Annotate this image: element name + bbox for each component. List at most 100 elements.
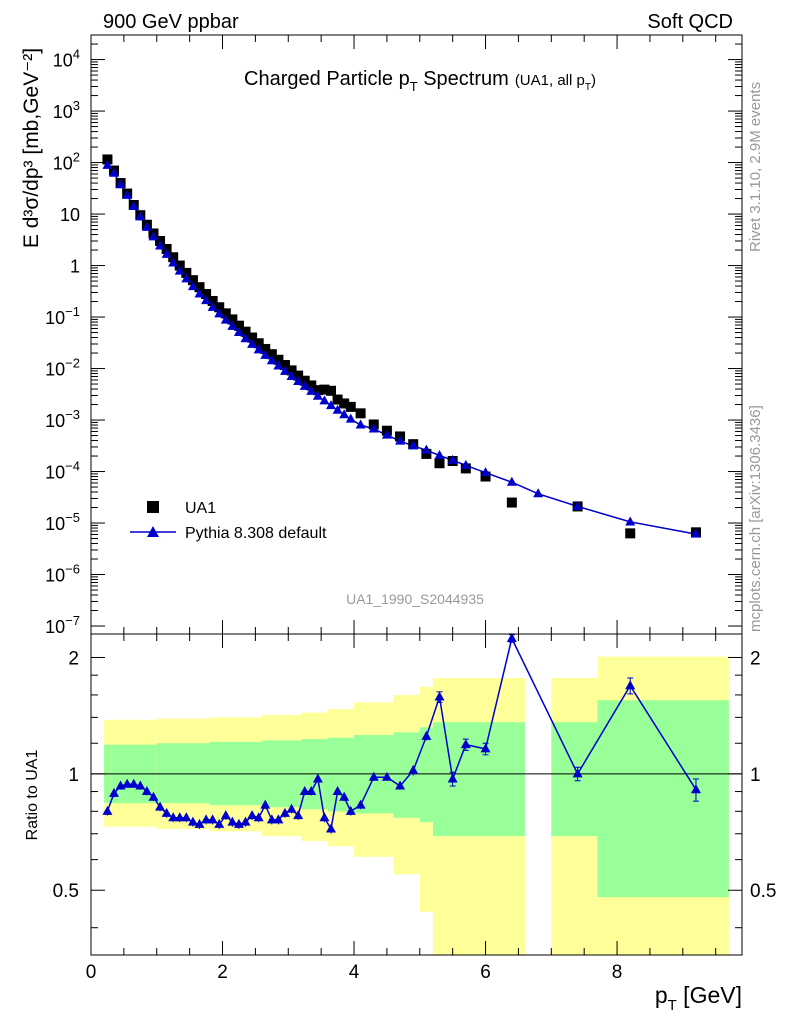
ratio-point [395,780,406,790]
x-tick-label: 8 [612,962,623,983]
ratio-point [168,812,179,822]
legend-marker-pythia [147,526,159,537]
ratio-point [480,743,491,753]
ratio-point [122,778,133,788]
ratio-point [207,814,218,824]
ratio-y-tick-label-right: 0.5 [750,881,776,902]
ratio-point [240,816,251,826]
ua1-data-point [220,308,231,319]
pythia-point [233,327,244,337]
pythia-point [312,390,323,400]
ratio-point [286,803,297,813]
ratio-point [319,812,330,822]
ua1-data-point [312,385,323,396]
pythia-point [345,413,356,423]
ratio-band-stat [419,727,433,823]
ua1-data-point [279,360,290,371]
ratio-point [460,739,471,749]
ratio-point [332,786,343,796]
ratio-point [434,691,445,701]
main-panel: Charged Particle pT Spectrum (UA1, all pT… [20,34,743,637]
ua1-data-point [214,302,225,313]
pythia-point [395,435,406,445]
ratio-point [187,816,198,826]
pythia-point [408,440,419,450]
pythia-point [187,281,198,291]
pythia-point [155,240,166,250]
ua1-data-point [227,314,238,325]
ratio-point [326,823,337,833]
ratio-point [253,812,264,822]
ratio-marks-layer [102,632,701,834]
ua1-data-point [355,408,366,419]
ua1-data-point [506,497,517,508]
ua1-data-point [181,267,192,278]
ua1-data-point [102,154,113,165]
pythia-point [227,320,238,330]
ratio-point [148,791,159,801]
pythia-point [174,265,185,275]
pythia-point [220,314,231,324]
main-y-tick-label: 10−4 [45,459,80,483]
ua1-data-point [194,282,205,293]
pythia-point [122,189,133,199]
ua1-data-point [480,471,491,482]
ua1-data-point [260,343,271,354]
ratio-point [339,791,350,801]
pythia-point [286,371,297,381]
main-y-tick-label: 10−3 [45,407,80,431]
pythia-point [253,344,264,354]
header-left-label: 900 GeV ppbar [103,11,239,33]
ratio-point [214,818,225,828]
ratio-point [273,814,284,824]
main-y-axis-label: E d³σ/dp³ [mb,GeV⁻²] [20,48,43,248]
ua1-data-point [247,332,258,343]
pythia-point [135,211,146,221]
pythia-point [148,231,159,241]
main-chart-title: Charged Particle pT Spectrum (UA1, all pT… [244,68,596,94]
legend-marker-ua1 [147,501,159,513]
ratio-point [155,801,166,811]
pythia-point [533,488,544,498]
ratio-point [381,771,392,781]
ua1-data-point [293,370,304,381]
ratio-point [247,810,258,820]
ratio-point [447,773,458,783]
main-y-tick-label: 10−7 [45,613,80,637]
ua1-data-point [332,394,343,405]
ratio-point [408,765,419,775]
ratio-point [181,812,192,822]
pythia-point [141,221,152,231]
pythia-point [194,288,205,298]
pythia-point [168,257,179,267]
ua1-data-point [207,295,218,306]
mcplots-credit-label: mcplots.cern.ch [arXiv:1306.3436] [747,405,764,632]
pythia-point [506,476,517,486]
ua1-data-point [326,385,337,396]
ratio-point [220,810,231,820]
header-right-label: Soft QCD [647,11,733,33]
x-axis-label: pT [GeV] [655,982,742,1014]
pythia-point [293,376,304,386]
ua1-data-point [299,375,310,386]
x-tick-label: 2 [217,962,228,983]
pythia-point [273,360,284,370]
ratio-point [194,818,205,828]
ua1-data-point [273,354,284,365]
pythia-point [201,295,212,305]
ua1-data-point [187,275,198,286]
ua1-data-point [339,398,350,409]
pythia-point [447,454,458,464]
ratio-point [506,632,517,642]
main-y-tick-label: 104 [53,47,80,71]
ua1-data-point [253,338,264,349]
ratio-point [227,816,238,826]
pythia-point [260,349,271,359]
x-tick-label: 4 [349,962,360,983]
pythia-point [460,459,471,469]
legend-label-pythia: Pythia 8.308 default [185,525,327,542]
ua1-data-point [434,458,445,469]
ratio-point [312,773,323,783]
ratio-point [572,768,583,778]
